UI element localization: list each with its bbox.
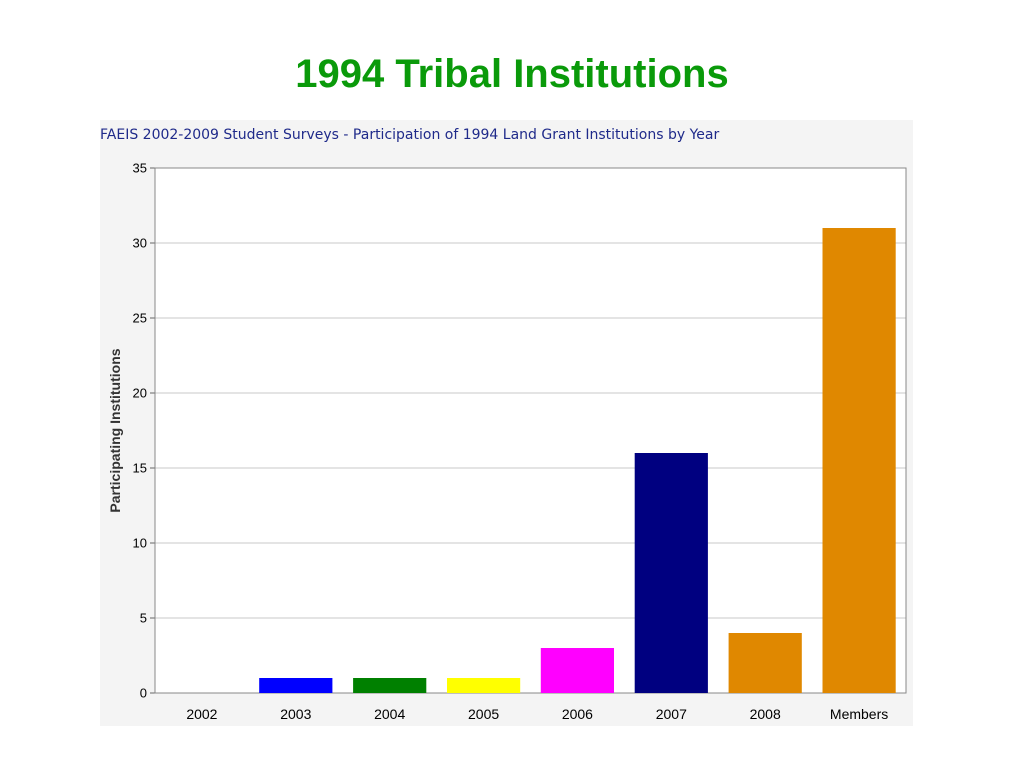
x-tick-label: 2004 <box>374 706 405 722</box>
y-tick-label: 15 <box>133 461 147 476</box>
bar-2005 <box>447 678 521 693</box>
x-tick-label: 2008 <box>750 706 781 722</box>
y-axis-title: Participating Institutions <box>107 348 123 512</box>
y-tick-label: 25 <box>133 311 147 326</box>
x-tick-label: 2002 <box>186 706 217 722</box>
x-tick-label: 2003 <box>280 706 311 722</box>
y-tick-label: 5 <box>140 611 147 626</box>
y-tick-label: 20 <box>133 386 147 401</box>
bar-chart: 0 5 10 15 20 25 30 35 2002 2003 2004 2005 2006 2007 20… <box>107 161 907 722</box>
plot-border <box>154 167 907 694</box>
bar-2004 <box>353 678 427 693</box>
chart-panel: FAEIS 2002-2009 Student Surveys - Partic… <box>100 120 913 726</box>
y-tick-label: 35 <box>133 161 147 176</box>
chart-title: FAEIS 2002-2009 Student Surveys - Partic… <box>100 127 720 143</box>
bar-2007 <box>634 453 708 693</box>
y-tick-label: 10 <box>133 536 147 551</box>
bar-2008 <box>728 633 802 693</box>
x-tick-label: 2006 <box>562 706 593 722</box>
slide-title: 1994 Tribal Institutions <box>295 52 729 96</box>
x-tick-label: Members <box>830 706 888 722</box>
x-tick-label: 2007 <box>656 706 687 722</box>
y-tick-label: 30 <box>133 236 147 251</box>
bar-members <box>822 228 896 693</box>
bar-2003 <box>259 678 333 693</box>
x-tick-label: 2005 <box>468 706 499 722</box>
bar-2006 <box>540 648 614 693</box>
y-tick-label: 0 <box>140 686 147 701</box>
plot-area <box>155 168 906 693</box>
